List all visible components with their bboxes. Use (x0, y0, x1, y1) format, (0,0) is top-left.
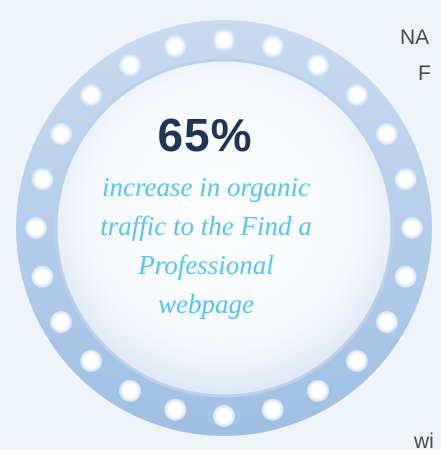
bulb (25, 217, 47, 239)
stat-value: 65% (105, 108, 305, 162)
bulb (31, 266, 53, 288)
bulb (376, 123, 398, 145)
stat-description: increase in organic traffic to the Find … (88, 168, 324, 324)
bulb (80, 350, 102, 372)
bulb (164, 35, 186, 57)
page: 65% increase in organic traffic to the F… (0, 0, 441, 450)
bulb (307, 380, 329, 402)
bulb (376, 311, 398, 333)
bulb (80, 84, 102, 106)
bulb (307, 54, 329, 76)
bulb (50, 311, 72, 333)
bulb (164, 399, 186, 421)
bulb (50, 123, 72, 145)
bulb (346, 84, 368, 106)
side-text: F (418, 62, 431, 86)
bulb (401, 217, 423, 239)
bulb (119, 54, 141, 76)
bulb (119, 380, 141, 402)
bulb (346, 350, 368, 372)
bulb (213, 405, 235, 427)
bulb (395, 168, 417, 190)
side-text: NA (400, 26, 429, 50)
bulb (395, 266, 417, 288)
bulb (31, 168, 53, 190)
bulb (213, 29, 235, 51)
bulb (262, 399, 284, 421)
bulb (262, 35, 284, 57)
side-text: wi (414, 430, 434, 454)
